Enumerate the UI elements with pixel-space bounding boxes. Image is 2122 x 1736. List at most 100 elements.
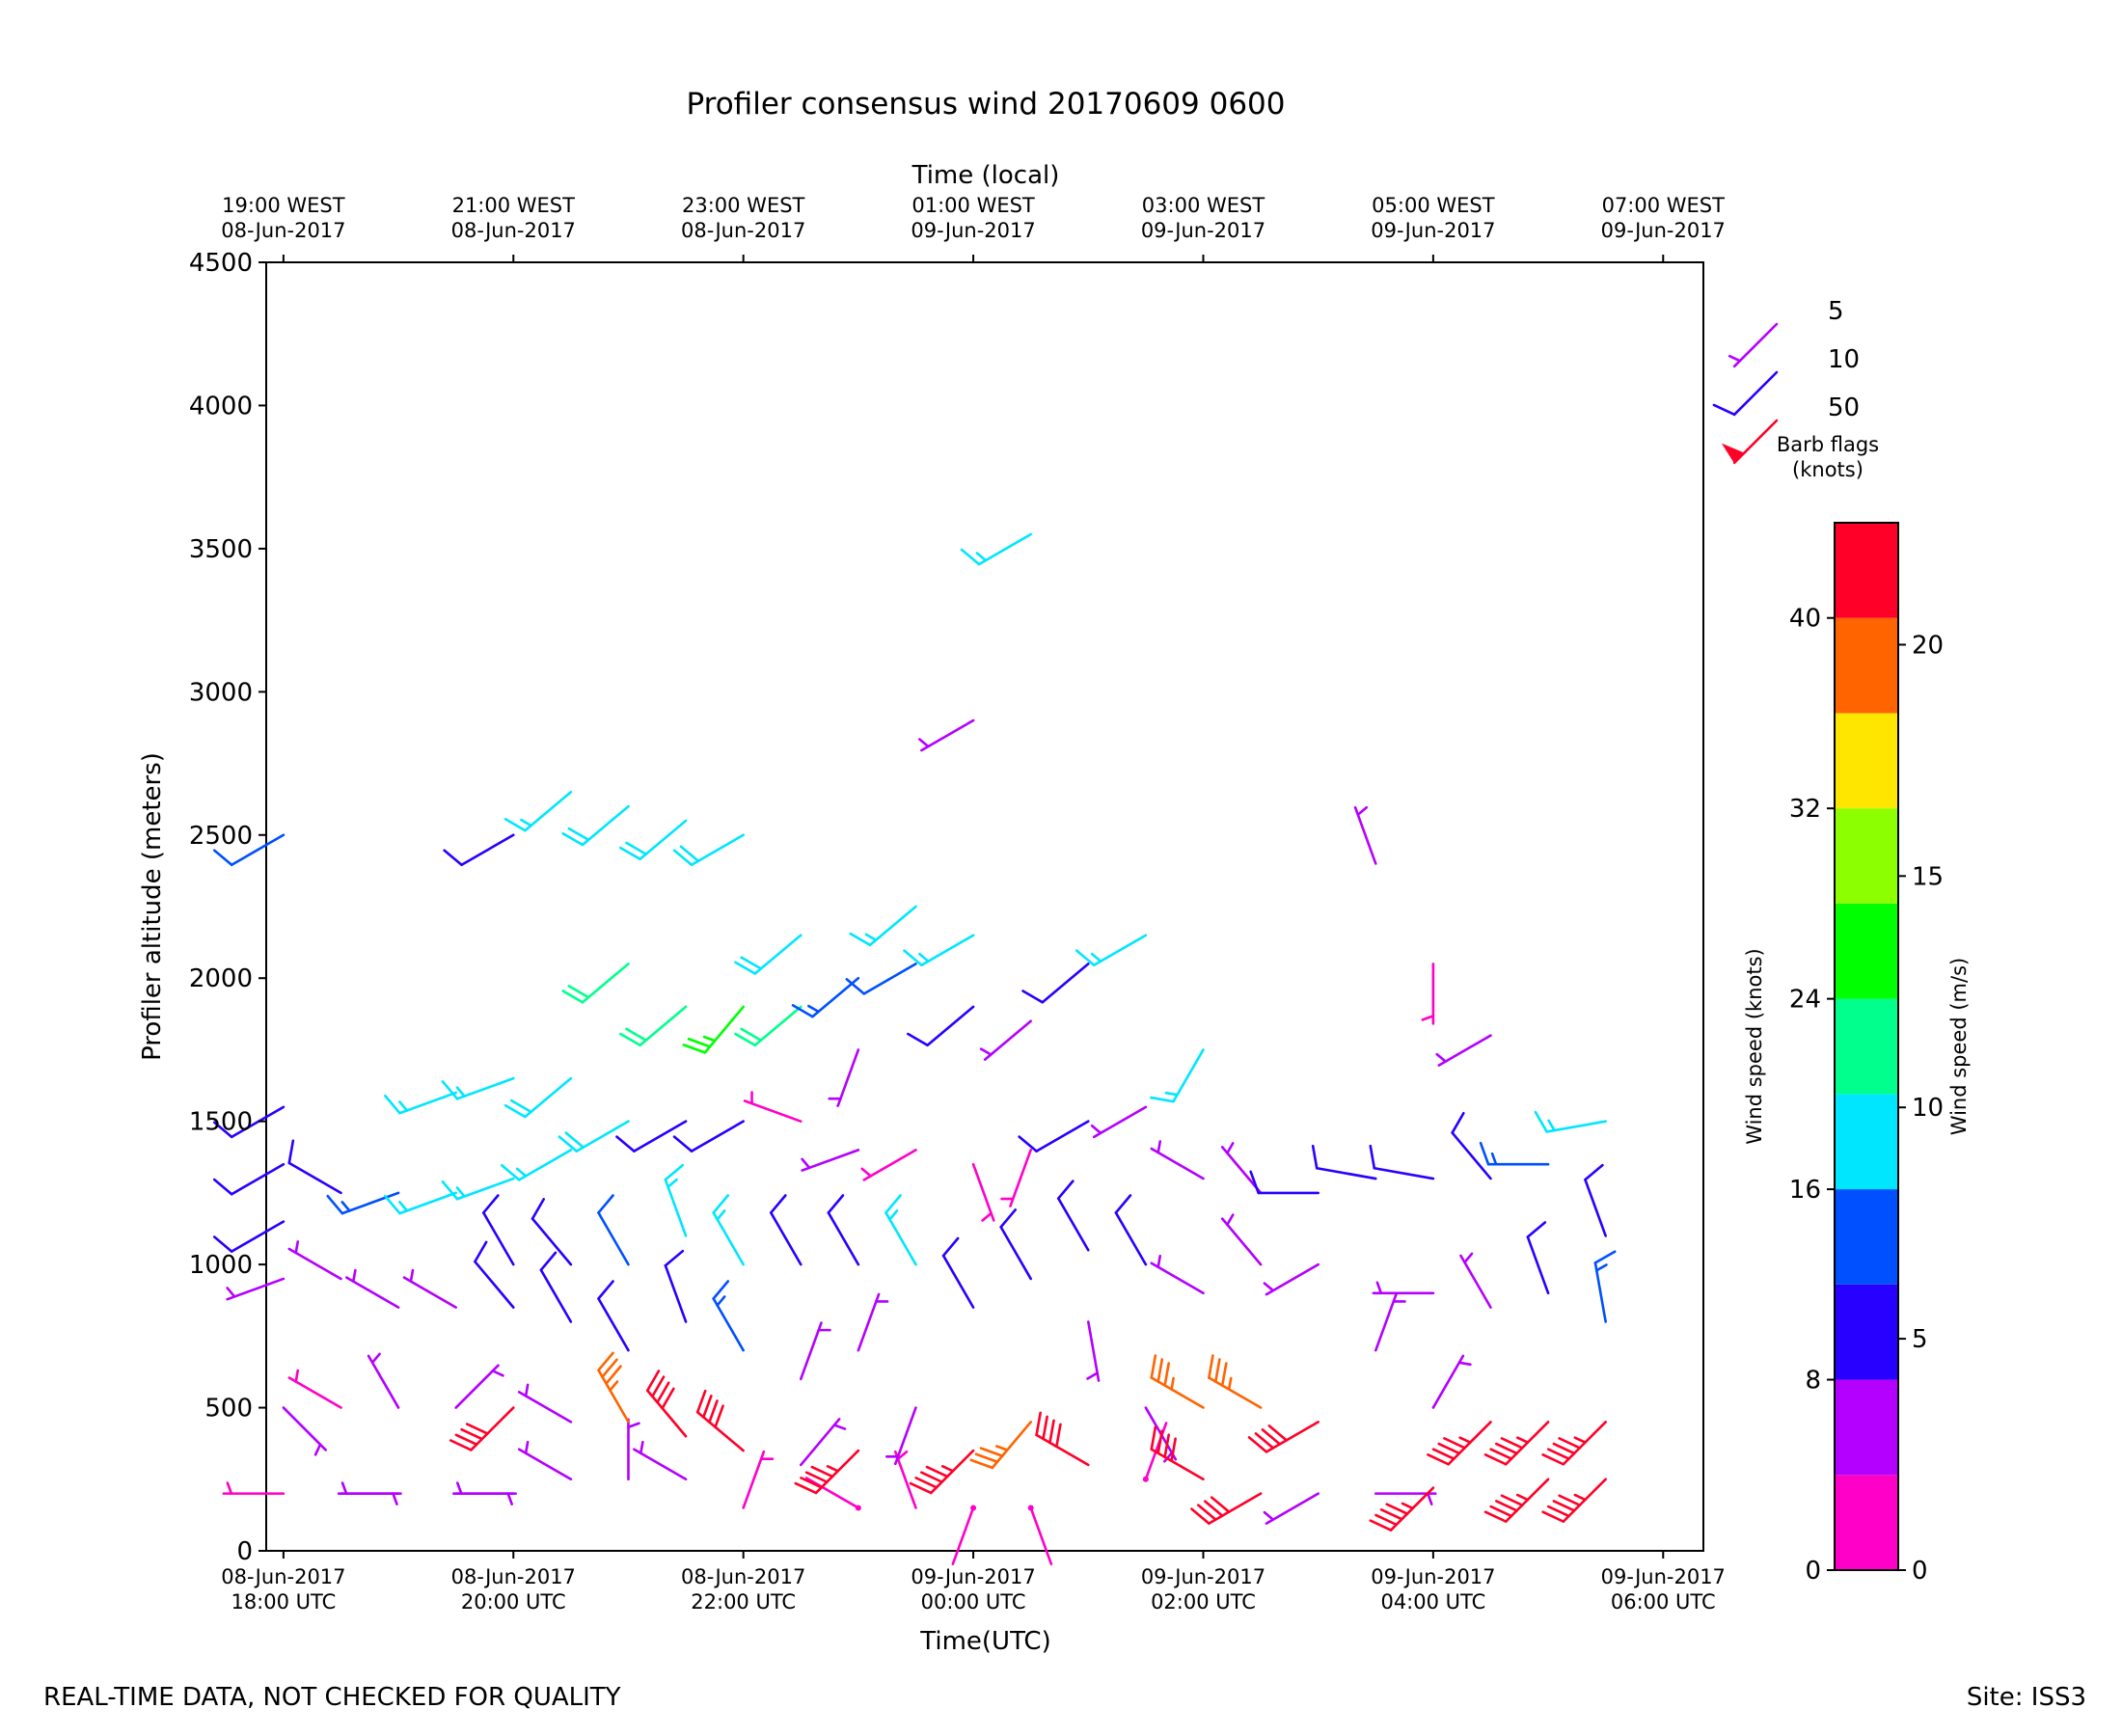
wind-barb-half-tick xyxy=(1515,1436,1530,1444)
wind-barb-half-tick xyxy=(1515,1493,1530,1502)
wind-barb-half-tick xyxy=(826,1465,839,1473)
wind-barb-full-tick xyxy=(702,1395,713,1419)
wind-barb-full-tick xyxy=(1483,1453,1508,1466)
wind-barb-full-tick xyxy=(920,1471,943,1483)
wind-barb-half-tick xyxy=(667,1178,678,1188)
wind-barb xyxy=(1311,1144,1377,1180)
wind-barb-full-tick xyxy=(714,1404,724,1428)
wind-barb-half-tick xyxy=(1547,1119,1556,1132)
wind-barb xyxy=(645,1370,688,1438)
wind-barb-full-tick xyxy=(481,1194,500,1214)
wind-barb-full-tick xyxy=(664,1249,685,1267)
wind-barb-full-tick xyxy=(695,1389,707,1414)
wind-barb xyxy=(1526,1221,1550,1295)
bottom-tick-date: 08-Jun-2017 xyxy=(451,1565,576,1588)
wind-barb-full-tick xyxy=(212,1235,233,1253)
wind-barb-staff xyxy=(398,1191,457,1215)
wind-barb xyxy=(672,833,745,867)
wind-barb-staff xyxy=(1092,1105,1148,1139)
wind-barb-full-tick xyxy=(441,1080,459,1100)
bottom-tick-date: 09-Jun-2017 xyxy=(911,1565,1035,1588)
y-tick-label: 2500 xyxy=(189,822,253,851)
wind-barb-staff xyxy=(230,1105,286,1139)
wind-barb xyxy=(664,1163,688,1237)
wind-barb-full-tick xyxy=(1374,1513,1398,1527)
wind-barb-full-tick xyxy=(454,1433,478,1447)
top-tick-date: 08-Jun-2017 xyxy=(221,219,345,242)
wind-barb-staff xyxy=(597,1211,630,1266)
top-tick-date: 08-Jun-2017 xyxy=(681,219,805,242)
colorbar-band xyxy=(1835,998,1898,1095)
wind-barb-full-tick xyxy=(1385,1503,1409,1515)
bottom-tick-date: 08-Jun-2017 xyxy=(221,1565,345,1588)
colorbar-knots-label: Wind speed (knots) xyxy=(1743,948,1766,1144)
colorbar-band xyxy=(1835,523,1898,618)
wind-barb-staff xyxy=(645,1389,688,1438)
wind-barb-full-tick xyxy=(384,1194,401,1215)
wind-barb-staff xyxy=(951,1506,975,1566)
top-tick-time: 01:00 WEST xyxy=(911,194,1035,217)
x-axis-label: Time(UTC) xyxy=(919,1627,1050,1656)
wind-barb-staff xyxy=(1545,1120,1607,1133)
wind-barb-half-tick xyxy=(1156,1140,1162,1154)
wind-barb-half-tick xyxy=(226,1481,233,1495)
wind-barb-full-tick xyxy=(1042,1415,1048,1441)
wind-barb-full-tick xyxy=(712,1194,730,1214)
wind-barb-half-tick xyxy=(409,1268,415,1283)
wind-barb-half-tick xyxy=(398,1100,409,1112)
wind-barb-full-tick xyxy=(651,1375,666,1398)
wind-barb-half-tick xyxy=(1263,1282,1275,1292)
legend-barb-half-tick xyxy=(1728,354,1742,363)
wind-barb-staff xyxy=(1086,1320,1101,1382)
colorbar-band xyxy=(1835,808,1898,904)
wind-barb-half-tick xyxy=(1595,1263,1608,1272)
chart-title: Profiler consensus wind 20170609 0600 xyxy=(687,87,1286,122)
top-tick-time: 07:00 WEST xyxy=(1602,194,1726,217)
bottom-tick-time: 20:00 UTC xyxy=(461,1590,566,1614)
wind-barb xyxy=(212,1220,286,1253)
wind-barb xyxy=(1369,1144,1435,1180)
wind-barb-staff xyxy=(230,833,286,867)
colorbar-band xyxy=(1835,1094,1898,1190)
wind-barb-calm-dot xyxy=(1027,1505,1034,1511)
colorbar-frame xyxy=(1834,522,1899,1571)
wind-barb-staff xyxy=(398,1091,457,1115)
wind-barb xyxy=(1451,1111,1492,1180)
wind-barb-half-tick xyxy=(520,818,532,827)
wind-barb-half-tick xyxy=(1573,1493,1587,1502)
wind-barb xyxy=(979,1019,1032,1061)
wind-barb-full-tick xyxy=(567,985,590,999)
colorbar-ms-tick-label: 5 xyxy=(1912,1325,1928,1354)
wind-barb xyxy=(827,1194,860,1266)
wind-barb-full-tick xyxy=(1267,1424,1289,1442)
legend-barb-samples xyxy=(1712,322,1779,465)
wind-barb-full-tick xyxy=(845,978,866,995)
wind-barb-half-tick xyxy=(455,1186,466,1198)
wind-barb-full-tick xyxy=(734,961,757,975)
wind-barb-staff xyxy=(1208,1376,1263,1409)
wind-barb-full-tick xyxy=(849,932,872,947)
wind-barb xyxy=(907,1005,975,1047)
wind-barb-full-tick xyxy=(1311,1144,1319,1170)
wind-barb-full-tick xyxy=(979,1447,1004,1457)
wind-barb-full-tick xyxy=(1379,1508,1403,1521)
legend-title-line2: (knots) xyxy=(1792,458,1864,481)
wind-barb-staff xyxy=(597,1297,630,1352)
wind-barb-half-tick xyxy=(1156,1254,1162,1269)
wind-barb-staff xyxy=(862,963,917,995)
wind-barb-staff xyxy=(1150,1376,1205,1409)
wind-barb xyxy=(517,1440,573,1481)
wind-barb xyxy=(597,1280,630,1352)
wind-barb-half-tick xyxy=(226,1287,236,1298)
wind-barb-staff xyxy=(868,905,917,947)
wind-barb-staff xyxy=(664,1178,688,1237)
wind-barb-full-tick xyxy=(384,1094,401,1115)
wind-barb-staff xyxy=(581,963,630,1004)
wind-barb xyxy=(451,1481,515,1495)
wind-barb-staff xyxy=(893,1406,917,1466)
wind-barb xyxy=(951,1505,977,1566)
wind-barb-full-tick xyxy=(1163,1362,1171,1387)
wind-barb-full-tick xyxy=(1489,1505,1513,1518)
wind-barb-full-tick xyxy=(1114,1194,1132,1214)
wind-barb-full-tick xyxy=(969,1458,994,1470)
